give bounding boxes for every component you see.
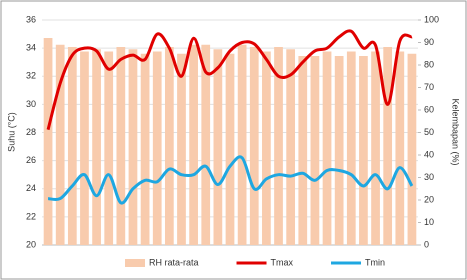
y2-tick-label: 30 [424,172,434,182]
bar [407,53,417,245]
y2-tick-label: 60 [424,104,434,114]
bar [310,56,320,245]
bar [274,47,283,245]
y2-tick-label: 90 [424,37,434,47]
bar [128,49,138,245]
y2-tick-label: 10 [424,217,434,227]
y2-axis-title: Kelembapan (%) [451,98,461,165]
y-tick-label: 34 [26,43,36,53]
bar [140,53,150,245]
y-tick-label: 24 [26,183,36,193]
bar [383,47,393,245]
bar [189,44,198,245]
bar [177,53,186,245]
y2-tick-label: 70 [424,82,434,92]
bar [80,51,89,245]
y2-tick-label: 50 [424,127,434,137]
bar [322,51,332,245]
y-tick-label: 20 [26,239,36,249]
bar [55,44,65,245]
y2-tick-label: 20 [424,194,434,204]
bar [359,56,368,245]
legend-label: Tmax [271,257,294,267]
y-tick-label: 30 [26,99,36,109]
y-tick-label: 26 [26,155,36,165]
bar [152,51,162,245]
legend-label: RH rata-rata [149,257,199,267]
line [46,29,413,131]
y-tick-label: 28 [26,127,36,137]
bar [104,51,114,245]
bar [164,47,174,245]
y2-tick-label: 80 [424,59,434,69]
bar [346,51,356,245]
y-tick-label: 32 [26,71,36,81]
bar [237,44,247,245]
bar [213,49,223,245]
bar [395,51,405,245]
bar [286,49,296,245]
bar [298,56,308,245]
y-tick-label: 22 [26,211,36,221]
bar [201,44,211,245]
bar [371,51,380,245]
line [47,155,414,205]
y2-tick-label: 40 [424,149,434,159]
y-axis-title: Suhu (°C) [6,112,16,152]
bar [249,47,259,245]
y2-tick-label: 100 [424,14,439,24]
bar [225,53,235,245]
bar [262,51,271,245]
bar [92,49,101,245]
legend-label: Tmin [365,257,385,267]
y-tick-label: 36 [26,14,36,24]
bar [43,38,53,245]
y2-tick-label: 0 [424,239,429,249]
bar [116,47,126,245]
legend-swatch [125,259,145,267]
bar [67,47,77,245]
bar [334,56,344,245]
